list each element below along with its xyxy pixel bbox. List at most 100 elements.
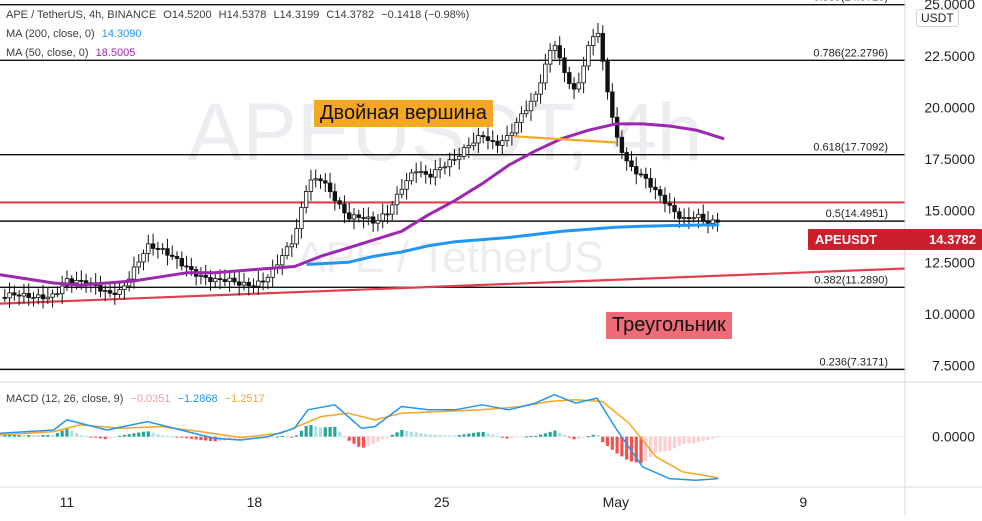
macd-histogram-bar: [137, 432, 141, 437]
macd-histogram-bar: [596, 435, 600, 437]
candle: [318, 178, 323, 182]
candle: [380, 213, 385, 222]
candle: [342, 203, 347, 214]
macd-histogram-bar: [108, 436, 112, 439]
macd-histogram-bar: [22, 435, 26, 437]
currency-button[interactable]: USDT: [916, 9, 959, 27]
macd-line[interactable]: [0, 393, 719, 482]
price-tick-label: 10.0000: [924, 306, 975, 322]
macd-histogram-bar: [500, 436, 504, 438]
macd-legend[interactable]: MACD (12, 26, close, 9) −0.0351 −1.2868 …: [6, 393, 269, 405]
macd-histogram-bar: [515, 436, 519, 438]
ma200-legend[interactable]: MA (200, close, 0) 14.3090: [6, 28, 145, 40]
ma50-legend[interactable]: MA (50, close, 0) 18.5005: [6, 47, 139, 59]
macd-histogram-bar: [658, 436, 662, 453]
triangle-annotation[interactable]: Треугольник: [606, 312, 732, 339]
candle: [241, 281, 247, 286]
macd-histogram-bar: [668, 436, 672, 451]
macd-histogram-bar: [467, 433, 471, 437]
macd-histogram-bar: [27, 435, 31, 437]
candle: [619, 136, 625, 153]
macd-histogram-bar: [180, 436, 184, 438]
macd-histogram-bar: [543, 433, 547, 437]
macd-histogram-bar: [184, 436, 189, 439]
macd-histogram-bar: [567, 436, 571, 438]
macd-histogram-bar: [290, 436, 294, 438]
macd-histogram-bar: [663, 436, 667, 452]
macd-histogram-bar: [199, 436, 203, 441]
candle: [643, 173, 649, 179]
macd-histogram-bar: [524, 436, 528, 438]
candle: [251, 285, 256, 288]
candle: [533, 93, 538, 102]
candle: [466, 145, 472, 149]
candle: [437, 167, 443, 171]
ma200-line[interactable]: [306, 223, 720, 266]
macd-histogram-bar: [132, 433, 136, 437]
candle: [681, 217, 687, 219]
ma50-line[interactable]: [0, 122, 725, 287]
candle: [476, 135, 481, 144]
candle: [610, 91, 615, 118]
macd-histogram-bar: [141, 431, 146, 437]
fib-label-0.885: 0.885(24.9728): [813, 0, 888, 4]
macd-histogram-bar: [428, 434, 433, 437]
macd-histogram-bar: [36, 435, 40, 437]
macd-histogram-bar: [361, 436, 366, 448]
macd-histogram-bar: [237, 436, 241, 440]
macd-histogram-bar: [572, 436, 576, 440]
macd-histogram-bar: [701, 436, 705, 442]
candle: [189, 266, 194, 270]
macd-hist-value: −0.0351: [130, 393, 171, 405]
candle: [543, 63, 548, 84]
candle: [98, 285, 103, 292]
time-tick-label: 25: [434, 494, 450, 510]
double-top-annotation[interactable]: Двойная вершина: [314, 100, 493, 127]
candle: [59, 285, 65, 295]
ohlc-high: H14.5378: [218, 9, 267, 21]
macd-histogram-bar: [414, 432, 418, 437]
macd-histogram-bar: [376, 436, 380, 442]
macd-histogram-bar: [161, 435, 165, 437]
candle: [141, 253, 146, 263]
macd-histogram-bar: [228, 436, 232, 441]
macd-histogram-bar: [534, 435, 538, 437]
candle: [629, 160, 634, 167]
ohlc-low: L14.3199: [273, 9, 320, 21]
macd-histogram-bar: [586, 436, 591, 438]
macd-histogram-bar: [208, 436, 213, 442]
macd-histogram-bar: [113, 436, 117, 438]
macd-histogram-bar: [165, 435, 170, 437]
candle: [528, 100, 534, 112]
candle: [184, 265, 189, 268]
candle: [524, 110, 529, 115]
candle: [447, 159, 452, 168]
candle: [256, 280, 261, 287]
candle: [638, 173, 644, 176]
macd-histogram-bar: [328, 426, 332, 437]
time-tick-label: 11: [60, 494, 75, 510]
macd-histogram-bar: [505, 436, 509, 439]
price-tick-label: 17.5000: [924, 151, 975, 167]
macd-histogram-bar: [529, 436, 533, 438]
candle: [313, 178, 318, 181]
candle: [332, 191, 338, 202]
macd-histogram-bar: [400, 430, 404, 437]
macd-histogram-bar: [98, 436, 103, 439]
candle: [7, 292, 12, 299]
ohlc-change: −0.1418 (−0.98%): [381, 9, 470, 21]
candle: [614, 116, 620, 138]
candle: [40, 294, 46, 300]
macd-histogram-bar: [553, 430, 557, 437]
macd-histogram-bar: [175, 436, 179, 438]
symbol-title[interactable]: APE / TetherUS, 4h, BINANCE: [6, 9, 157, 21]
candle: [428, 173, 433, 178]
macd-histogram-bar: [146, 431, 150, 437]
double-top-neckline[interactable]: [514, 135, 616, 144]
triangle-support-line[interactable]: [0, 267, 906, 305]
candle: [299, 206, 304, 229]
macd-histogram-bar: [711, 436, 715, 439]
macd-histogram-bar: [333, 426, 337, 437]
macd-histogram-bar: [443, 435, 447, 437]
